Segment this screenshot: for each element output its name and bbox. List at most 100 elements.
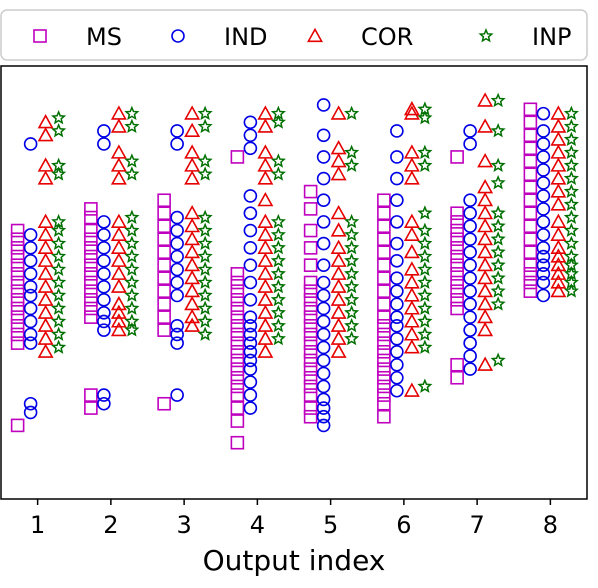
marker-cor-48 (257, 157, 274, 172)
marker-cor-85 (403, 261, 420, 276)
marker-inp-19 (124, 209, 140, 224)
marker-ind-106 (463, 271, 477, 285)
marker-cor-38 (184, 243, 201, 259)
marker-cor-71 (330, 278, 347, 293)
marker-cor-95 (477, 153, 494, 168)
marker-ms-96 (377, 353, 391, 368)
marker-ms-43 (230, 267, 245, 281)
marker-cor-45 (257, 105, 274, 120)
marker-inp-98 (490, 352, 506, 367)
marker-ind-60 (316, 98, 331, 112)
marker-ind-88 (390, 271, 404, 285)
marker-inp-91 (490, 218, 506, 233)
marker-cor-92 (403, 382, 420, 397)
marker-inp-73 (417, 157, 433, 173)
marker-ind-118 (536, 163, 551, 177)
marker-ms-35 (157, 258, 171, 272)
legend-marker-ms (33, 29, 47, 43)
marker-inp-68 (344, 317, 360, 333)
marker-ind-96 (390, 370, 404, 385)
marker-ind-76 (316, 379, 331, 394)
marker-cor-31 (184, 122, 201, 138)
marker-cor-37 (184, 230, 201, 246)
marker-cor-0 (37, 114, 54, 129)
legend-label-ind: IND (224, 23, 268, 51)
marker-ms-36 (157, 271, 171, 285)
marker-ind-15 (97, 215, 111, 229)
marker-cor-66 (330, 204, 347, 220)
marker-ms-4 (10, 258, 25, 272)
marker-cor-94 (477, 118, 494, 133)
marker-ind-28 (170, 137, 184, 151)
marker-cor-15 (110, 105, 127, 120)
marker-inp-93 (490, 244, 506, 259)
marker-ind-12 (23, 405, 38, 420)
marker-inp-66 (344, 291, 360, 307)
marker-inp-102 (563, 144, 579, 160)
marker-ms-37 (157, 284, 171, 298)
marker-ind-129 (536, 288, 551, 303)
marker-inp-100 (563, 118, 579, 134)
marker-ms-0 (10, 223, 25, 238)
marker-ind-111 (463, 336, 477, 350)
marker-ind-57 (243, 375, 258, 389)
marker-ind-92 (390, 318, 404, 333)
marker-ms-75 (303, 353, 318, 368)
marker-ind-16 (97, 228, 111, 242)
marker-ind-93 (390, 331, 404, 346)
marker-cor-120 (550, 248, 567, 263)
marker-ind-82 (390, 150, 404, 164)
marker-ind-21 (97, 293, 111, 307)
marker-ms-25 (84, 293, 98, 307)
marker-ms-7 (10, 284, 25, 298)
marker-cor-46 (257, 118, 274, 133)
marker-ms-133 (523, 284, 538, 298)
marker-ind-95 (390, 357, 404, 372)
marker-ind-31 (170, 236, 184, 251)
marker-ms-67 (303, 284, 318, 298)
marker-cor-73 (330, 304, 347, 319)
marker-ind-9 (23, 327, 38, 342)
marker-ms-30 (157, 193, 171, 208)
marker-inp-54 (270, 304, 286, 320)
marker-ms-124 (523, 180, 538, 195)
marker-cor-36 (184, 217, 201, 233)
marker-cor-123 (550, 274, 567, 289)
marker-ms-51 (230, 336, 245, 350)
marker-ind-22 (97, 306, 111, 320)
marker-ms-44 (230, 275, 245, 290)
marker-ind-70 (316, 301, 331, 316)
marker-cor-8 (37, 265, 54, 280)
marker-cor-63 (330, 140, 347, 155)
marker-ind-47 (243, 258, 258, 272)
marker-ind-6 (23, 288, 38, 303)
marker-cor-34 (184, 170, 201, 185)
marker-ms-92 (377, 318, 391, 333)
marker-ms-38 (157, 297, 171, 311)
marker-cor-26 (110, 295, 127, 311)
marker-cor-104 (477, 282, 494, 298)
marker-inp-103 (563, 157, 579, 173)
marker-inp-32 (197, 166, 213, 181)
marker-ms-112 (450, 275, 464, 290)
marker-ms-71 (303, 318, 318, 333)
marker-ms-32 (157, 219, 171, 234)
marker-ms-88 (377, 271, 391, 285)
marker-ms-100 (377, 388, 391, 402)
marker-ind-90 (390, 297, 404, 311)
marker-cor-11 (37, 304, 54, 319)
marker-ms-79 (303, 388, 318, 402)
marker-ms-14 (10, 418, 25, 433)
marker-inp-99 (563, 105, 579, 121)
marker-ms-26 (84, 301, 98, 316)
marker-cor-24 (110, 265, 127, 280)
marker-cor-25 (110, 278, 127, 293)
marker-cor-68 (330, 239, 347, 254)
marker-inp-59 (344, 157, 360, 173)
marker-ms-90 (377, 297, 391, 311)
marker-cor-10 (37, 291, 54, 306)
marker-ind-63 (316, 171, 331, 186)
marker-ind-102 (463, 219, 477, 234)
marker-cor-56 (257, 278, 274, 293)
marker-cor-62 (330, 105, 347, 120)
